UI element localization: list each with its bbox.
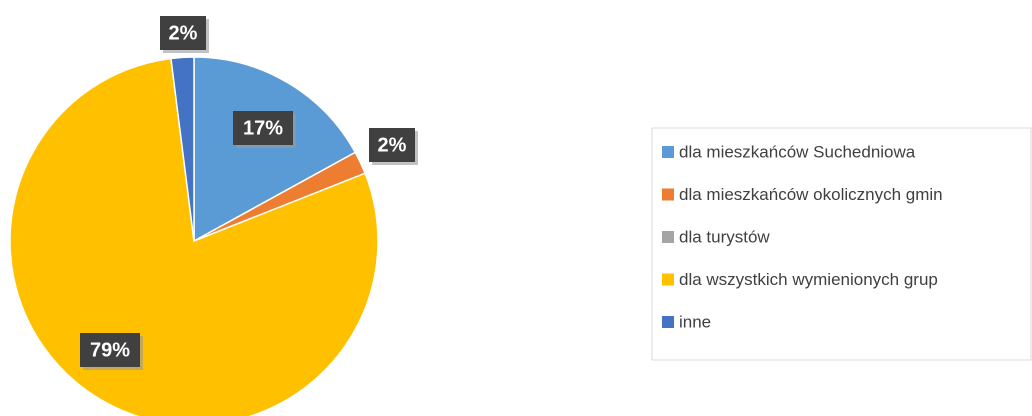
legend-label: dla turystów — [679, 227, 770, 246]
label-box — [160, 16, 206, 50]
legend-swatch — [662, 231, 674, 243]
pie-slice — [170, 56, 195, 242]
data-label: 79% — [90, 339, 130, 361]
label-box — [80, 333, 140, 367]
data-label: 17% — [243, 117, 283, 139]
pie-slice — [193, 56, 357, 243]
data-label: 2% — [169, 22, 198, 44]
legend-swatch — [662, 188, 674, 201]
legend-box — [651, 127, 1032, 361]
pie-slice — [9, 57, 379, 416]
legend-swatch — [662, 316, 674, 328]
legend-label: dla mieszkańców Suchedniowa — [679, 142, 916, 161]
legend-label: dla wszystkich wymienionych grup — [679, 270, 938, 289]
legend-label: inne — [679, 312, 711, 331]
legend-swatch — [662, 146, 674, 158]
legend-label: dla mieszkańców okolicznych gmin — [679, 185, 943, 204]
label-box — [233, 111, 293, 145]
data-label: 2% — [378, 134, 407, 156]
legend-swatch — [662, 273, 674, 286]
label-box — [369, 128, 415, 162]
